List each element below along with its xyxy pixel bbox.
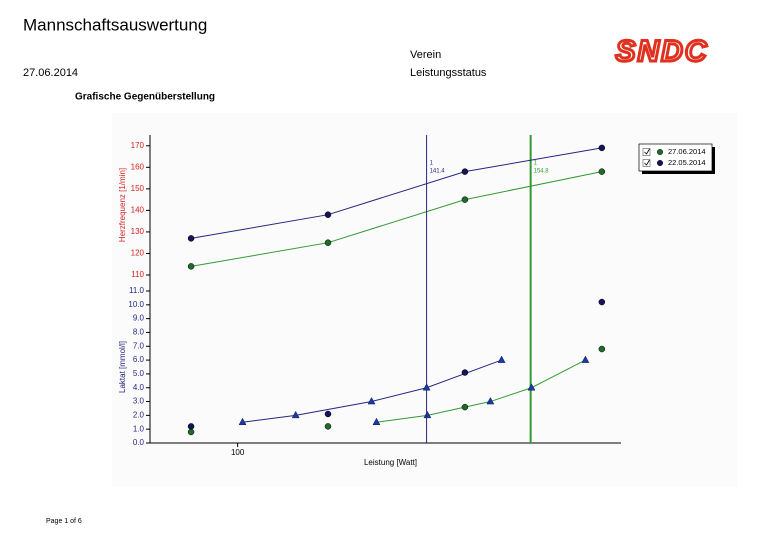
x-axis-label: Leistung [Watt] xyxy=(364,458,417,467)
y-tick-label: 6.0 xyxy=(133,355,145,364)
legend-label: 22.05.2014 xyxy=(668,158,706,167)
x-tick-label: 100 xyxy=(231,448,245,457)
lactate-step-point xyxy=(497,355,506,363)
legend-checkbox xyxy=(642,159,651,167)
legend-marker xyxy=(657,159,664,166)
y2-tick-label: 130 xyxy=(131,227,145,236)
report-name: Leistungsstatus xyxy=(410,67,487,79)
y2-tick-label: 110 xyxy=(131,270,144,279)
heart-rate-point xyxy=(598,168,606,175)
club-label: Verein xyxy=(410,49,441,61)
date: 27.06.2014 xyxy=(23,67,78,79)
y-tick-label: 3.0 xyxy=(133,397,145,406)
lactate-point xyxy=(461,369,469,376)
threshold-label: 154.8 xyxy=(534,169,550,175)
legend-check xyxy=(644,159,650,166)
logo: SNDC xyxy=(615,35,708,68)
lactate-point xyxy=(598,345,606,353)
lactate-step-point xyxy=(486,397,495,405)
y2-tick-label: 170 xyxy=(131,141,145,150)
heart-rate-point xyxy=(187,235,195,242)
y-tick-label: 10.0 xyxy=(128,300,144,309)
chart-background xyxy=(112,113,737,486)
lactate-point xyxy=(598,298,606,306)
heart-rate-point xyxy=(461,168,469,175)
title: Mannschaftsauswertung xyxy=(23,15,207,34)
lactate-point xyxy=(187,428,195,436)
lactate-step-point xyxy=(291,410,300,419)
lactate-point xyxy=(324,410,332,418)
lactate-step-point xyxy=(422,383,431,391)
y-tick-label: 0.0 xyxy=(133,438,145,447)
y2-axis-label: Herzfrequenz [1/min] xyxy=(118,168,127,242)
lactate-step-point xyxy=(372,417,381,426)
lactate-point xyxy=(324,423,332,430)
threshold-marker: 1 xyxy=(430,161,434,167)
footer: Page 1 of 6 xyxy=(46,518,82,525)
y2-tick-label: 140 xyxy=(131,205,145,214)
y-tick-label: 9.0 xyxy=(133,314,145,323)
heart-rate-point xyxy=(598,144,606,152)
y2-tick-label: 160 xyxy=(131,162,145,171)
legend-box xyxy=(638,143,713,172)
lactate-point xyxy=(187,423,195,430)
lactate-step-point xyxy=(238,417,247,426)
section-title: Grafische Gegenüberstellung xyxy=(75,92,215,103)
y-tick-label: 4.0 xyxy=(133,383,145,392)
heart-rate-point xyxy=(324,211,332,218)
threshold-label: 141.4 xyxy=(430,169,446,175)
y-tick-label: 7.0 xyxy=(133,341,145,350)
y-tick-label: 2.0 xyxy=(133,410,145,419)
legend-marker xyxy=(657,148,664,155)
y-tick-label: 1.0 xyxy=(133,424,145,433)
y2-tick-label: 120 xyxy=(131,249,145,258)
heart-rate-line xyxy=(190,171,602,267)
y-tick-label: 5.0 xyxy=(133,369,145,378)
lactate-point xyxy=(461,403,469,411)
heart-rate-point xyxy=(324,239,332,246)
y-axis-label: Laktat [mmol/l] xyxy=(118,341,127,393)
legend-checkbox xyxy=(642,148,651,156)
heart-rate-point xyxy=(187,263,195,270)
lactate-step-point xyxy=(581,355,590,363)
y2-tick-label: 150 xyxy=(131,184,145,193)
lactate-step-point xyxy=(527,383,536,391)
y-tick-label: 8.0 xyxy=(133,328,145,337)
y-tick-label: 11.0 xyxy=(129,286,145,295)
legend-label: 27.06.2014 xyxy=(668,147,706,156)
threshold-marker: 1 xyxy=(534,161,538,167)
lactate-step-point xyxy=(367,397,376,405)
lactate-step-point xyxy=(423,410,432,419)
heart-rate-line xyxy=(190,147,602,239)
heart-rate-point xyxy=(461,196,469,203)
legend-check xyxy=(644,148,650,155)
